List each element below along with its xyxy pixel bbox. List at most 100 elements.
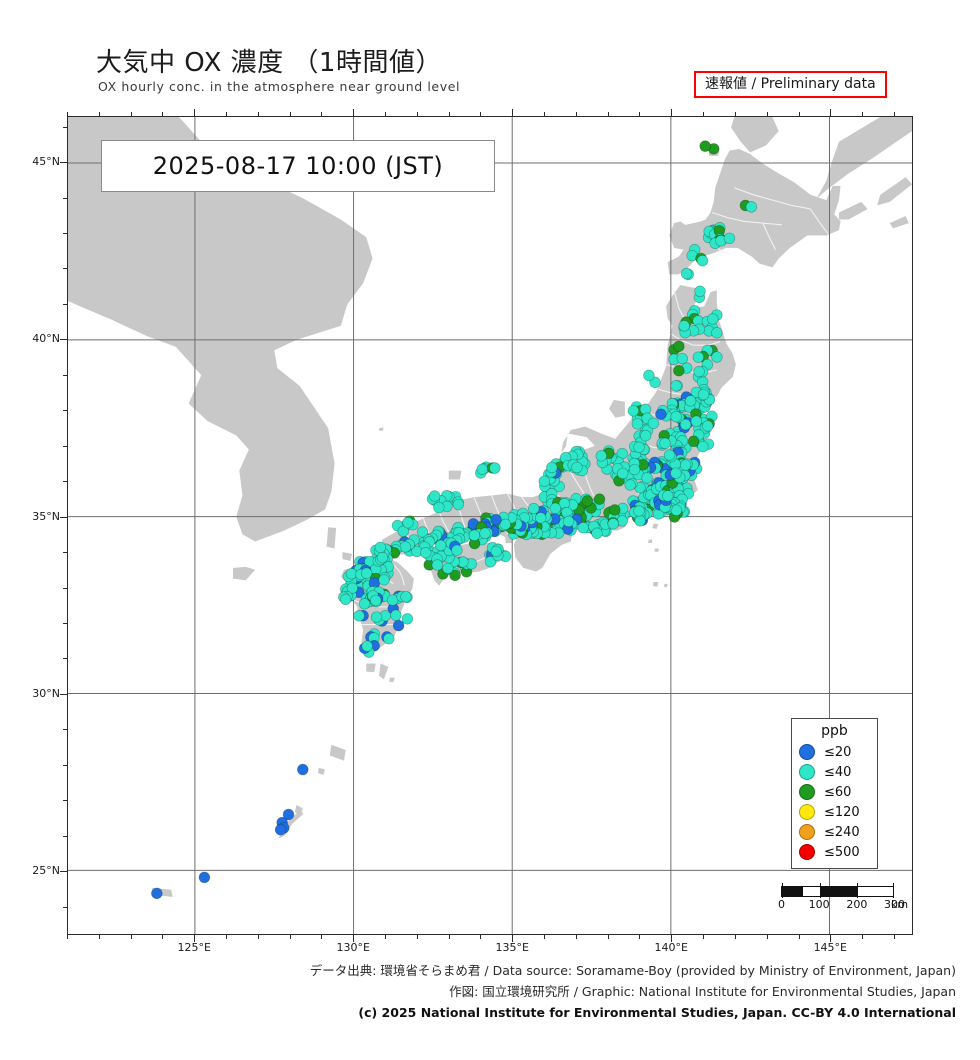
station-point-extra[interactable] [419, 546, 432, 559]
map-canvas[interactable] [67, 116, 913, 935]
station-point-extra[interactable] [401, 613, 414, 625]
station-point-extra[interactable] [634, 515, 646, 527]
station-point-160[interactable] [392, 619, 405, 632]
station-point-extra[interactable] [627, 405, 640, 417]
station-point-extra[interactable] [538, 475, 551, 488]
station-point-extra[interactable] [673, 364, 685, 377]
station-point-extra[interactable] [631, 418, 644, 430]
station-point-extra[interactable] [639, 429, 652, 442]
station-point-extra[interactable] [484, 555, 497, 568]
legend-row-5[interactable]: ≤500 [799, 842, 870, 862]
station-point-extra[interactable] [399, 541, 412, 553]
station-point-extra[interactable] [376, 551, 389, 564]
station-point-extra[interactable] [723, 232, 736, 245]
station-point-extra[interactable] [711, 351, 723, 363]
station-point-extra[interactable] [370, 594, 382, 607]
station-point-extra[interactable] [535, 512, 547, 524]
station-point-extra[interactable] [374, 541, 387, 554]
station-point-extra[interactable] [655, 408, 667, 420]
station-point-extra[interactable] [694, 285, 706, 298]
station-point-extra[interactable] [490, 514, 502, 526]
legend-row-1[interactable]: ≤40 [799, 762, 870, 782]
station-point-extra[interactable] [428, 490, 441, 502]
station-point-extra[interactable] [468, 529, 481, 542]
station-point-extra[interactable] [562, 515, 575, 528]
station-point-extra[interactable] [684, 395, 697, 407]
station-point-extra[interactable] [696, 254, 709, 267]
station-point-extra[interactable] [643, 369, 655, 382]
station-point-extra[interactable] [360, 567, 373, 579]
station-point-extra[interactable] [607, 518, 620, 530]
station-point-extra[interactable] [676, 352, 689, 365]
station-point-extra[interactable] [699, 140, 711, 152]
station-point-extra[interactable] [383, 632, 395, 645]
legend-row-2[interactable]: ≤60 [799, 782, 870, 802]
station-point-174[interactable] [274, 823, 287, 836]
station-point-extra[interactable] [370, 611, 383, 623]
station-point-extra[interactable] [400, 591, 412, 603]
station-point-177[interactable] [151, 887, 163, 900]
station-point-extra[interactable] [617, 467, 629, 480]
station-point-extra[interactable] [745, 201, 758, 213]
station-point-extra[interactable] [680, 267, 693, 280]
station-point-extra[interactable] [581, 495, 593, 507]
station-point-extra[interactable] [452, 498, 465, 511]
station-point-extra[interactable] [697, 440, 709, 453]
station-point-extra[interactable] [577, 521, 589, 534]
station-point-extra[interactable] [628, 463, 641, 476]
legend-row-0[interactable]: ≤20 [799, 742, 870, 762]
station-point-extra[interactable] [593, 493, 606, 505]
station-point-175[interactable] [297, 763, 309, 776]
station-point-extra[interactable] [659, 437, 671, 450]
station-point-extra[interactable] [431, 559, 444, 571]
station-point-extra[interactable] [449, 569, 461, 582]
station-point-extra[interactable] [451, 544, 463, 557]
station-point-extra[interactable] [476, 463, 488, 476]
station-point-extra[interactable] [697, 388, 710, 401]
station-point-extra[interactable] [353, 610, 365, 622]
station-point-171[interactable] [282, 808, 295, 821]
station-point-extra[interactable] [670, 467, 682, 479]
station-point-extra[interactable] [549, 502, 562, 515]
station-point-extra[interactable] [633, 505, 645, 517]
station-point-extra[interactable] [624, 479, 636, 491]
station-point-extra[interactable] [679, 418, 692, 431]
station-point-extra[interactable] [647, 417, 660, 430]
station-point-extra[interactable] [687, 435, 700, 448]
station-point-extra[interactable] [678, 320, 690, 332]
station-point-extra[interactable] [609, 504, 621, 516]
station-point-extra[interactable] [346, 582, 359, 594]
station-point-176[interactable] [198, 871, 211, 884]
station-point-extra[interactable] [670, 410, 682, 423]
station-point-extra[interactable] [479, 527, 491, 539]
station-point-extra[interactable] [345, 567, 358, 580]
station-point-extra[interactable] [378, 574, 390, 586]
station-point-extra[interactable] [434, 539, 447, 552]
station-point-extra[interactable] [693, 365, 705, 378]
legend-row-4[interactable]: ≤240 [799, 822, 870, 842]
station-point-extra[interactable] [390, 609, 402, 622]
station-point-extra[interactable] [591, 527, 603, 540]
station-point-extra[interactable] [663, 449, 676, 461]
station-point-extra[interactable] [711, 327, 723, 339]
station-point-extra[interactable] [690, 415, 703, 428]
station-point-extra[interactable] [641, 472, 653, 484]
station-point-extra[interactable] [528, 502, 540, 515]
legend-row-3[interactable]: ≤120 [799, 802, 870, 822]
station-point-extra[interactable] [499, 518, 512, 531]
station-point-extra[interactable] [633, 441, 645, 453]
station-point-extra[interactable] [673, 340, 685, 353]
station-point-extra[interactable] [339, 593, 352, 606]
station-point-extra[interactable] [662, 490, 674, 502]
station-point-extra[interactable] [707, 313, 719, 325]
station-point-extra[interactable] [442, 562, 454, 574]
station-point-extra[interactable] [397, 525, 410, 538]
station-point-extra[interactable] [433, 501, 445, 514]
station-point-extra[interactable] [692, 351, 705, 363]
station-point-extra[interactable] [358, 598, 371, 610]
station-point-extra[interactable] [490, 545, 503, 558]
station-point-extra[interactable] [701, 420, 714, 432]
station-point-extra[interactable] [361, 640, 373, 652]
station-point-extra[interactable] [670, 380, 682, 392]
station-point-extra[interactable] [571, 461, 583, 474]
